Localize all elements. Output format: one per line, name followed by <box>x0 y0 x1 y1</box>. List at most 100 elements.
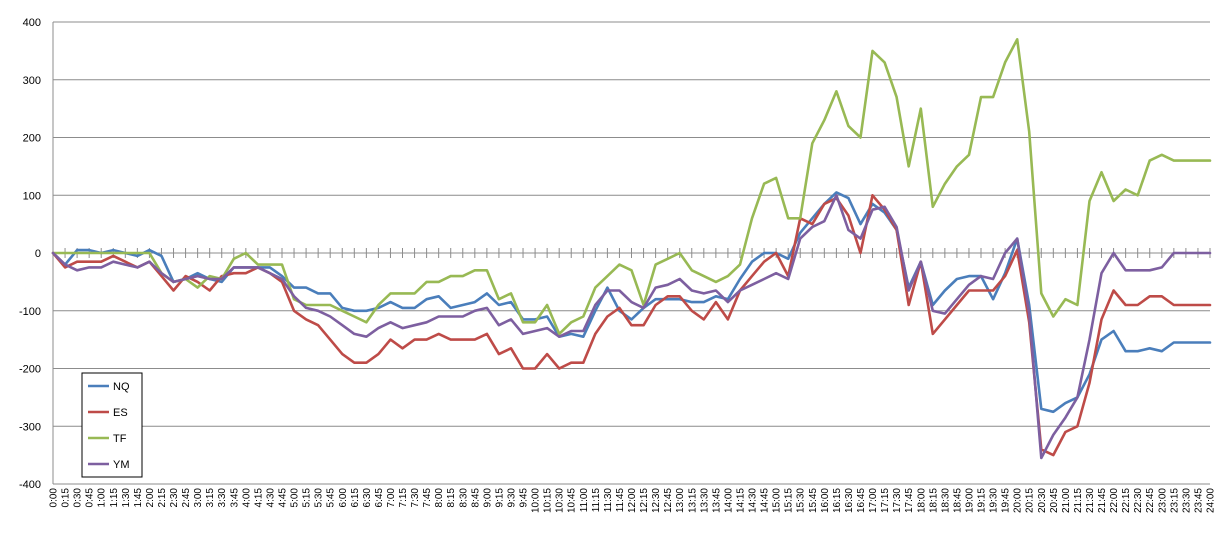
x-tick-label: 16:45 <box>856 488 867 513</box>
x-tick-label: 13:15 <box>687 488 698 513</box>
x-tick-label: 21:45 <box>1097 488 1108 513</box>
x-tick-label: 12:30 <box>651 488 662 513</box>
x-tick-label: 16:15 <box>832 488 843 513</box>
legend-label: ES <box>113 407 128 419</box>
x-tick-label: 23:15 <box>1169 488 1180 513</box>
x-tick-label: 2:45 <box>181 488 192 508</box>
x-tick-label: 5:45 <box>326 488 337 508</box>
x-tick-label: 2:30 <box>169 488 180 508</box>
x-tick-label: 21:15 <box>1073 488 1084 513</box>
x-tick-label: 7:30 <box>410 488 421 508</box>
x-tick-label: 9:00 <box>482 488 493 508</box>
x-tick-label: 10:45 <box>567 488 578 513</box>
x-tick-label: 17:00 <box>868 488 879 513</box>
x-tick-label: 6:45 <box>374 488 385 508</box>
x-tick-label: 21:30 <box>1085 488 1096 513</box>
x-tick-label: 8:15 <box>446 488 457 508</box>
x-tick-label: 2:15 <box>157 488 168 508</box>
x-tick-label: 19:15 <box>977 488 988 513</box>
x-tick-label: 1:15 <box>109 488 120 508</box>
x-tick-label: 9:45 <box>519 488 530 508</box>
x-tick-label: 3:45 <box>229 488 240 508</box>
y-tick-label: 200 <box>23 133 41 145</box>
x-tick-label: 21:00 <box>1061 488 1072 513</box>
x-tick-label: 7:45 <box>422 488 433 508</box>
x-tick-label: 20:30 <box>1037 488 1048 513</box>
x-tick-label: 19:00 <box>964 488 975 513</box>
x-tick-label: 1:45 <box>133 488 144 508</box>
x-tick-label: 1:30 <box>121 488 132 508</box>
x-tick-label: 0:45 <box>85 488 96 508</box>
x-tick-label: 8:30 <box>458 488 469 508</box>
x-tick-label: 17:30 <box>892 488 903 513</box>
x-tick-label: 10:00 <box>531 488 542 513</box>
x-tick-label: 19:30 <box>989 488 1000 513</box>
x-tick-label: 6:30 <box>362 488 373 508</box>
x-tick-label: 15:45 <box>808 488 819 513</box>
x-tick-label: 20:45 <box>1049 488 1060 513</box>
x-tick-label: 5:30 <box>314 488 325 508</box>
x-tick-label: 14:30 <box>748 488 759 513</box>
gridlines <box>53 21 1210 485</box>
legend-label: YM <box>113 459 130 471</box>
x-tick-label: 6:00 <box>338 488 349 508</box>
x-tick-label: 18:45 <box>952 488 963 513</box>
x-tick-label: 20:00 <box>1013 488 1024 513</box>
x-tick-label: 3:15 <box>205 488 216 508</box>
x-tick-label: 9:15 <box>494 488 505 508</box>
x-tick-label: 13:45 <box>711 488 722 513</box>
series-line-es <box>51 194 1212 457</box>
series-line-ym <box>51 194 1212 460</box>
x-tick-label: 19:45 <box>1001 488 1012 513</box>
x-tick-label: 1:00 <box>97 488 108 508</box>
x-tick-label: 22:30 <box>1133 488 1144 513</box>
x-tick-label: 3:30 <box>217 488 228 508</box>
y-tick-label: -100 <box>19 306 41 318</box>
x-tick-label: 14:45 <box>760 488 771 513</box>
x-tick-label: 0:15 <box>61 488 72 508</box>
x-tick-label: 11:00 <box>579 488 590 513</box>
x-tick-label: 20:15 <box>1025 488 1036 513</box>
x-tick-label: 22:00 <box>1109 488 1120 513</box>
x-tick-label: 7:00 <box>386 488 397 508</box>
x-tick-label: 15:15 <box>784 488 795 513</box>
x-tick-label: 10:15 <box>543 488 554 513</box>
x-tick-label: 0:30 <box>73 488 84 508</box>
x-tick-label: 11:30 <box>603 488 614 513</box>
x-tick-label: 23:45 <box>1193 488 1204 513</box>
x-tick-label: 13:30 <box>699 488 710 513</box>
y-tick-label: 300 <box>23 75 41 87</box>
x-tick-label: 16:30 <box>844 488 855 513</box>
x-tick-label: 11:45 <box>615 488 626 513</box>
x-tick-label: 12:15 <box>639 488 650 513</box>
x-tick-label: 17:45 <box>904 488 915 513</box>
x-tick-label: 22:15 <box>1121 488 1132 513</box>
x-tick-label: 8:00 <box>434 488 445 508</box>
x-tick-label: 17:15 <box>880 488 891 513</box>
x-tick-label: 2:00 <box>145 488 156 508</box>
legend: NQ ES TF YM <box>81 372 143 478</box>
x-tick-label: 22:45 <box>1145 488 1156 513</box>
x-tick-label: 8:45 <box>470 488 481 508</box>
y-tick-label: -300 <box>19 421 41 433</box>
x-tick-label: 12:45 <box>663 488 674 513</box>
y-tick-label: -400 <box>19 479 41 491</box>
x-tick-label: 4:15 <box>253 488 264 508</box>
x-tick-label: 3:00 <box>193 488 204 508</box>
x-tick-label: 11:15 <box>591 488 602 513</box>
legend-box <box>81 372 143 478</box>
y-tick-label: 0 <box>35 248 41 260</box>
x-tick-label: 7:15 <box>398 488 409 508</box>
x-tick-label: 9:30 <box>506 488 517 508</box>
x-tick-label: 23:00 <box>1157 488 1168 513</box>
x-tick-label: 14:00 <box>723 488 734 513</box>
x-tick-label: 5:00 <box>290 488 301 508</box>
x-tick-label: 10:30 <box>555 488 566 513</box>
x-tick-label: 4:45 <box>277 488 288 508</box>
series-line-tf <box>51 37 1212 336</box>
legend-label: NQ <box>113 381 130 393</box>
y-tick-label: -200 <box>19 364 41 376</box>
x-tick-label: 23:30 <box>1181 488 1192 513</box>
